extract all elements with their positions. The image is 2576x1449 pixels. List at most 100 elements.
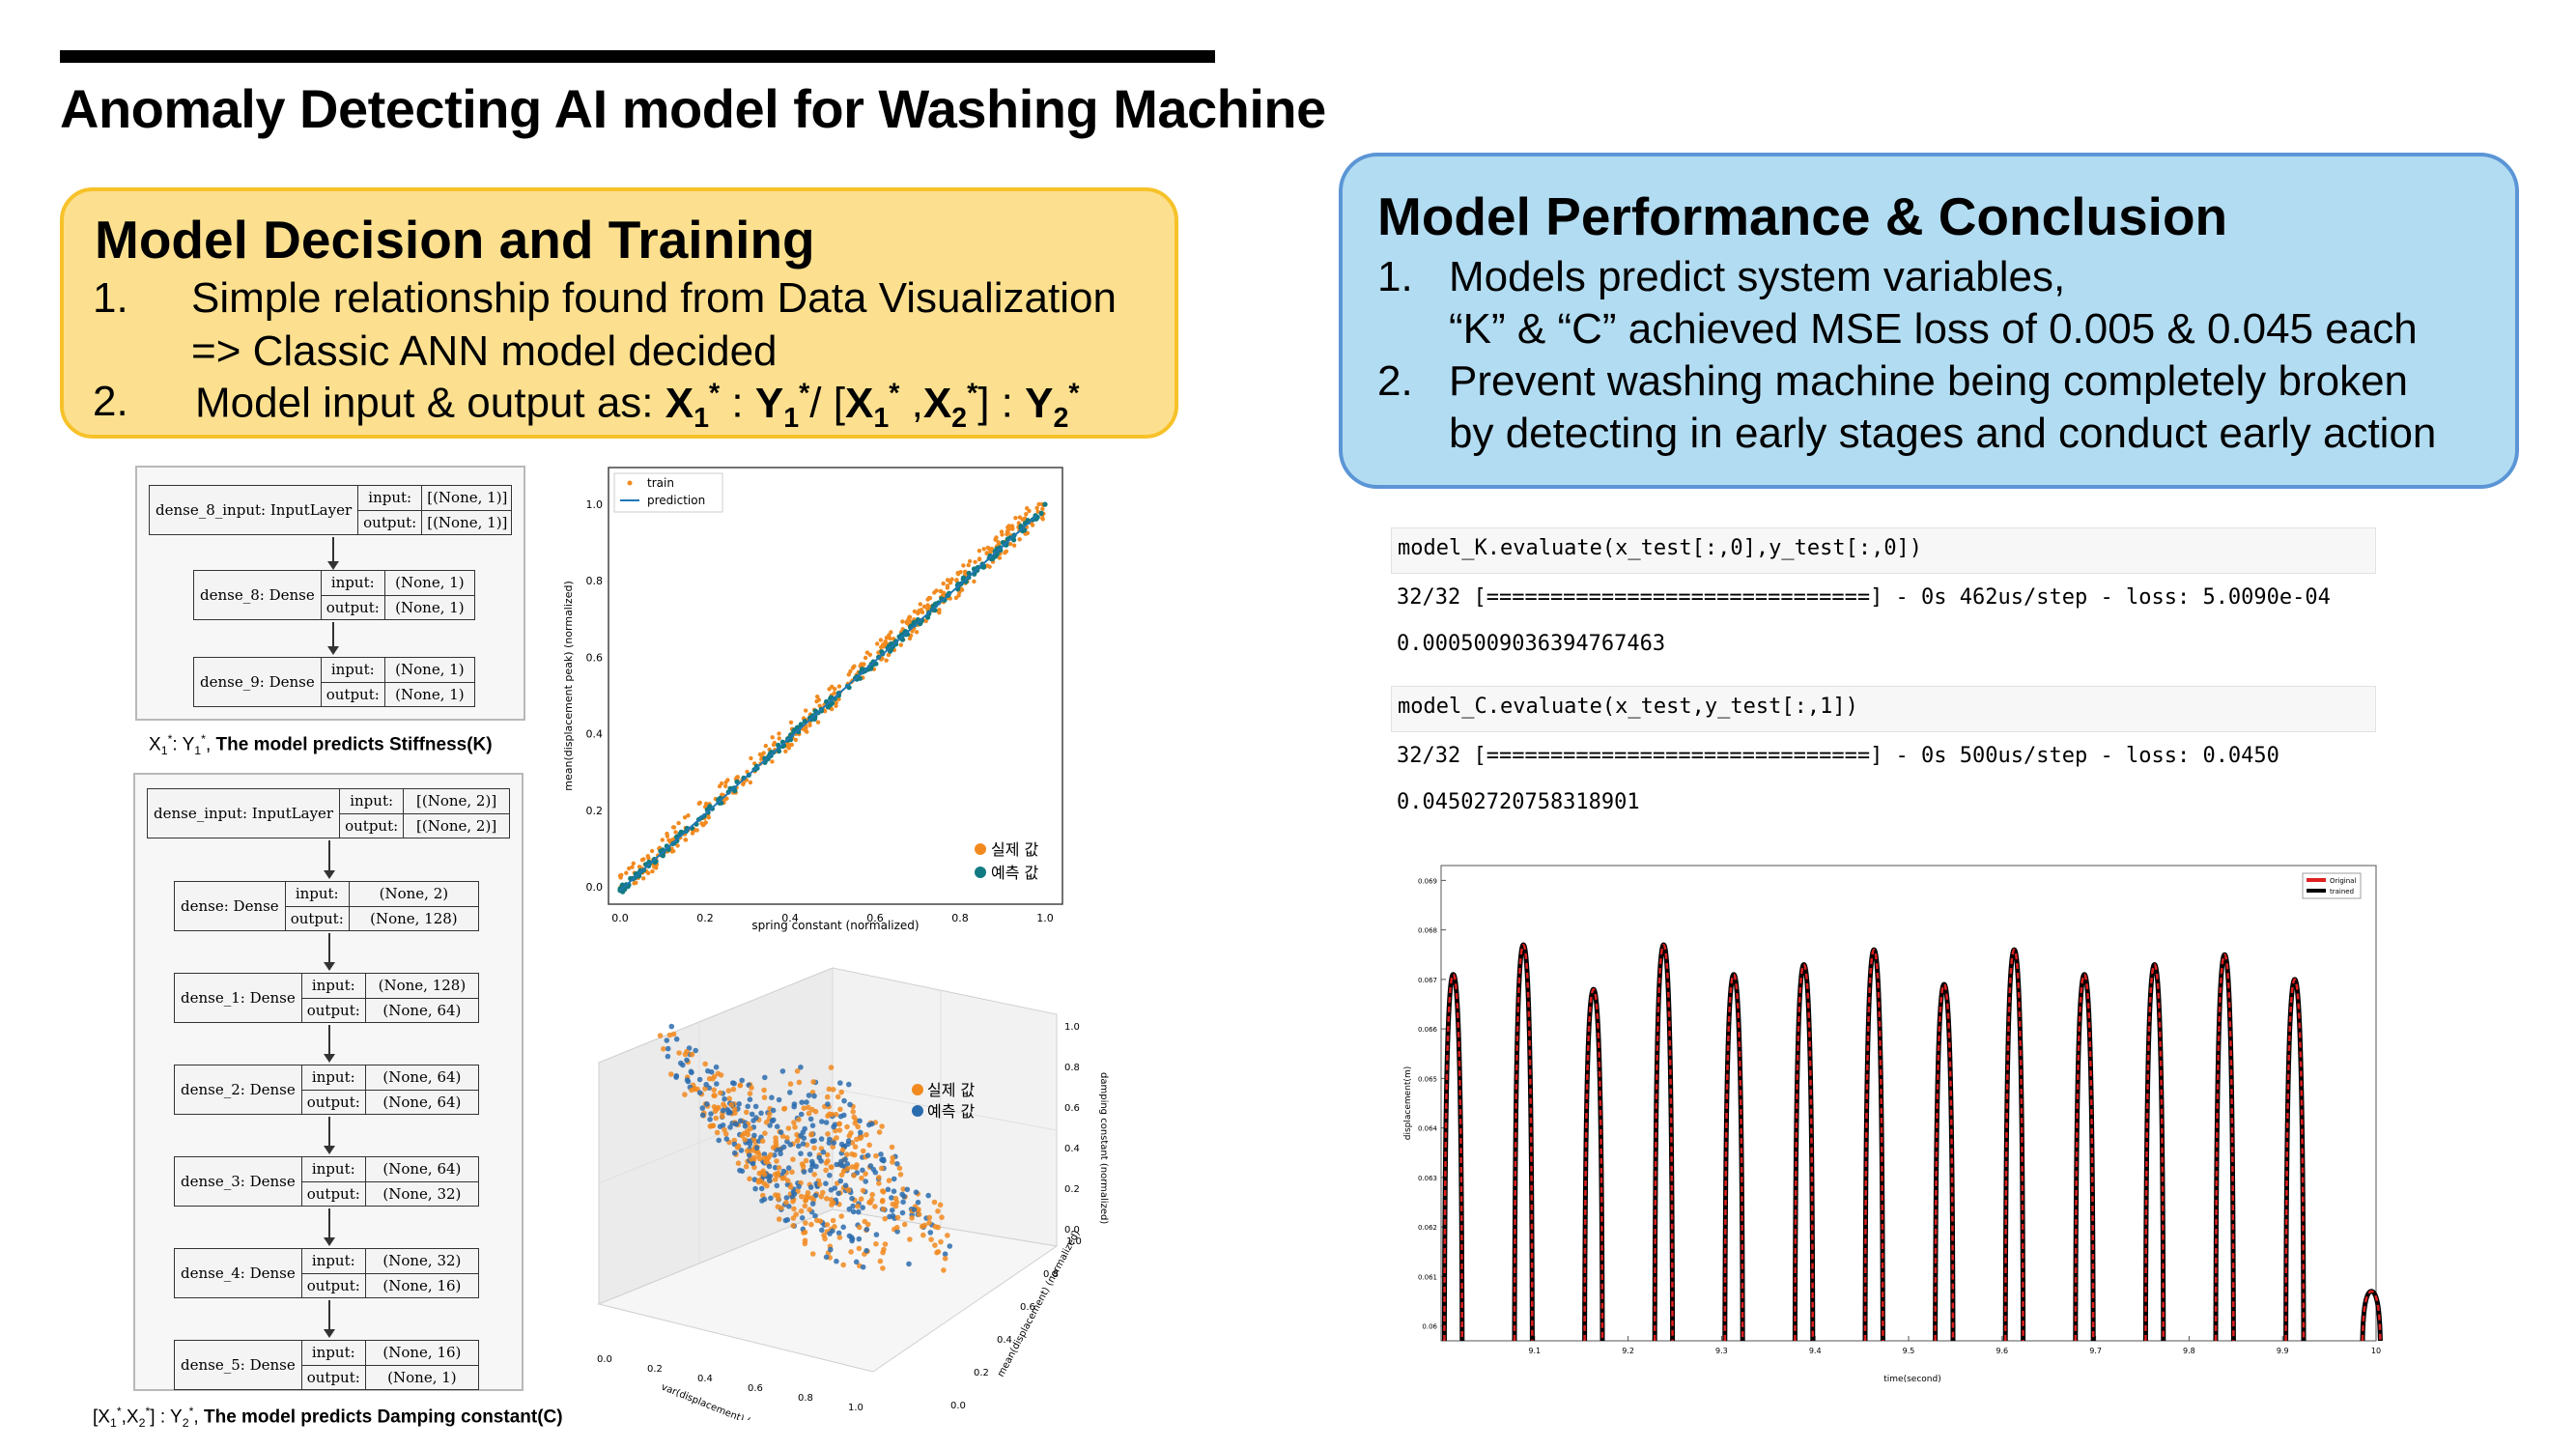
right-item2-line1: Prevent washing machine being completely…: [1449, 357, 2409, 405]
plot3d-point-actual: [889, 1144, 895, 1151]
plot3d-point-predicted: [891, 1176, 897, 1182]
plot3d-point-actual: [802, 1229, 808, 1236]
legend3d-actual-marker: [912, 1084, 923, 1095]
plot3d-point-actual: [756, 1178, 762, 1183]
plot3d-point-actual: [813, 1217, 820, 1224]
scatter-point-actual: [632, 881, 637, 886]
line-xtick: 9.5: [1903, 1347, 1915, 1355]
plot3d-point-predicted: [787, 1090, 793, 1095]
plot3d-point-actual: [880, 1265, 886, 1271]
plot3d-point-predicted: [753, 1145, 760, 1151]
net2-node: dense_3: Dense input: output: (None, 64)(…: [174, 1156, 479, 1207]
plot3d-point-actual: [811, 1172, 817, 1178]
line-ytick: 0.069: [1418, 877, 1437, 885]
plot3d-point-predicted: [809, 1201, 816, 1207]
legend-predicted-label: 예측 값: [991, 864, 1039, 882]
plot3d-ztick: 0.2: [1064, 1184, 1080, 1195]
line-xtick: 9.8: [2183, 1347, 2195, 1355]
plot3d-point-predicted: [770, 1107, 777, 1114]
line-xtick: 9.7: [2089, 1347, 2102, 1355]
scatter-point-actual: [660, 838, 665, 842]
plot3d-point-predicted: [915, 1199, 921, 1206]
plot3d-point-actual: [743, 1163, 750, 1170]
scatter-point-actual: [981, 547, 986, 552]
plot3d-point-actual: [718, 1072, 724, 1078]
plot3d-point-actual: [920, 1232, 926, 1238]
plot3d-point-predicted: [772, 1164, 778, 1171]
plot3d-point-actual: [836, 1127, 843, 1133]
plot3d-point-actual: [689, 1087, 694, 1094]
node-output-shape: [(None, 2)]: [404, 812, 509, 838]
line-xtick: 9.6: [1996, 1347, 2008, 1355]
node-output-shape: (None, 32): [365, 1180, 478, 1207]
plot3d-point-predicted: [791, 1103, 797, 1110]
plot3d-point-predicted: [800, 1141, 807, 1147]
legend-train-marker: [627, 480, 633, 486]
plot3d-point-predicted: [684, 1077, 691, 1083]
original-series-peak: [2144, 963, 2166, 1342]
plot3d-ytick: 1.0: [1066, 1236, 1082, 1247]
scatter-point-actual: [846, 672, 851, 677]
plot3d-ytick: 0.2: [974, 1368, 989, 1378]
plot3d-point-actual: [702, 1086, 708, 1092]
plot3d-point-actual: [682, 1051, 689, 1058]
plot3d-point-predicted: [947, 1243, 953, 1249]
scatter-point-actual: [864, 650, 870, 655]
output-model-k-loss: 0.0005009036394767463: [1397, 632, 1666, 656]
scatter-point-actual: [907, 636, 913, 641]
node-output-shape: (None, 1): [384, 681, 474, 707]
plot3d-ztick: 0.8: [1064, 1063, 1080, 1073]
scatter-point-actual: [898, 642, 903, 647]
plot3d-point-predicted: [873, 1232, 880, 1237]
plot3d-point-predicted: [841, 1112, 847, 1119]
plot3d-point-actual: [781, 1175, 787, 1181]
scatter-point-actual: [770, 735, 775, 740]
plot3d-point-actual: [799, 1193, 805, 1200]
scatter-xlabel: spring constant (normalized): [751, 919, 919, 932]
plot3d-point-predicted: [673, 1036, 680, 1042]
plot3d-point-predicted: [699, 1112, 706, 1119]
node-input-shape: (None, 1): [395, 661, 465, 679]
plot3d-point-actual: [731, 1106, 738, 1112]
plot3d-point-actual: [802, 1203, 808, 1209]
plot3d-point-actual: [726, 1095, 732, 1102]
plot3d-point-actual: [828, 1164, 835, 1170]
plot3d-point-actual: [709, 1122, 715, 1129]
code-cell-model-k[interactable]: model_K.evaluate(x_test[:,0],y_test[:,0]…: [1391, 527, 2376, 574]
plot3d-point-actual: [879, 1198, 886, 1205]
plot3d-point-actual: [909, 1215, 915, 1221]
plot3d-point-actual: [821, 1232, 827, 1238]
plot3d-ytick: 0.8: [1043, 1269, 1059, 1280]
plot3d-point-predicted: [784, 1216, 791, 1223]
original-series-peak: [2361, 1290, 2382, 1342]
plot3d-point-predicted: [684, 1057, 690, 1064]
scatter-point-actual: [646, 856, 651, 861]
net2-arrow: [324, 1300, 335, 1338]
plot3d-point-predicted: [860, 1167, 865, 1174]
legend-original-label: Original: [2330, 877, 2356, 885]
plot3d-ytick: 0.0: [950, 1401, 966, 1411]
plot3d-point-actual: [716, 1104, 722, 1111]
slide-title: Anomaly Detecting AI model for Washing M…: [60, 78, 1326, 139]
net2-arrow: [324, 933, 335, 971]
plot3d-point-actual: [718, 1090, 723, 1096]
plot3d-point-predicted: [699, 1105, 706, 1111]
plot3d-point-actual: [741, 1130, 748, 1137]
scatter-point-actual: [972, 579, 977, 584]
node-name: dense_3: Dense: [175, 1157, 302, 1206]
plot3d-point-predicted: [827, 1136, 833, 1143]
scatter-point-actual: [945, 583, 950, 588]
plot3d-point-actual: [702, 1061, 708, 1067]
scatter-point-actual: [777, 731, 781, 736]
code-cell-model-c[interactable]: model_C.evaluate(x_test,y_test[:,1]): [1391, 686, 2376, 732]
scatter-point-actual: [646, 870, 651, 875]
original-series-peak: [2284, 978, 2306, 1342]
plot3d-point-actual: [829, 1111, 835, 1118]
scatter-ytick: 1.0: [586, 498, 604, 511]
scatter-point-actual: [945, 578, 950, 582]
right-item1-line2: “K” & “C” achieved MSE loss of 0.005 & 0…: [1449, 305, 2418, 353]
scatter-point-actual: [938, 588, 943, 594]
plot3d-point-actual: [790, 1223, 796, 1229]
scatter-point-actual: [1013, 516, 1018, 521]
plot3d-point-predicted: [863, 1247, 869, 1254]
